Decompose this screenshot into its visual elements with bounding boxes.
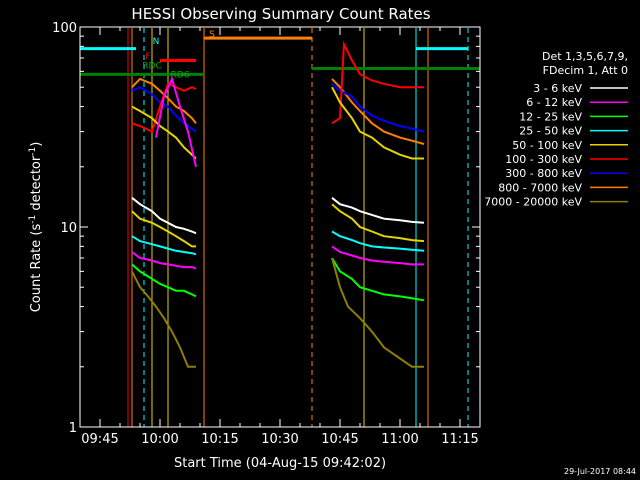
annotation: F bbox=[145, 52, 150, 62]
y-tick-label: 10 bbox=[60, 221, 77, 236]
series-line bbox=[131, 210, 196, 248]
legend-label: 12 - 25 keV bbox=[519, 110, 582, 123]
series-line bbox=[131, 105, 197, 160]
series-line bbox=[131, 197, 197, 235]
legend-label: 100 - 300 keV bbox=[505, 153, 582, 166]
legend-label: 50 - 100 keV bbox=[512, 139, 582, 152]
series-line bbox=[131, 263, 197, 298]
x-tick-label: 10:30 bbox=[261, 432, 298, 447]
legend: Det 1,3,5,6,7,9,FDecim 1, Att 0 3 - 6 keV… bbox=[484, 50, 628, 209]
y-axis-label-sup: -1 bbox=[28, 215, 38, 224]
footer-timestamp: 29-Jul-2017 08:44 bbox=[564, 467, 636, 476]
x-tick-label: 11:00 bbox=[381, 432, 418, 447]
series-line bbox=[331, 40, 424, 125]
y-axis-label-sup2: -1 bbox=[28, 147, 38, 156]
legend-label: 800 - 7000 keV bbox=[498, 181, 582, 194]
legend-header: FDecim 1, Att 0 bbox=[543, 64, 628, 77]
y-axis-label-main: Count Rate (s bbox=[29, 224, 44, 313]
series-line bbox=[155, 76, 197, 168]
series-line bbox=[331, 230, 425, 252]
series-line bbox=[331, 257, 424, 368]
y-axis-label: Count Rate (s-1 detector-1) bbox=[28, 142, 44, 313]
legend-label: 3 - 6 keV bbox=[533, 82, 582, 95]
y-axis-label-end: ) bbox=[29, 142, 44, 147]
x-tick-label: 10:45 bbox=[321, 432, 358, 447]
series-line bbox=[131, 270, 196, 368]
chart-title: HESSI Observing Summary Count Rates bbox=[131, 5, 430, 23]
y-axis-label-tail: detector bbox=[29, 155, 44, 215]
series-line bbox=[331, 83, 425, 133]
series-line bbox=[331, 203, 425, 243]
series-line bbox=[331, 86, 424, 160]
series-line bbox=[131, 235, 197, 256]
series-line bbox=[331, 257, 425, 302]
series-line bbox=[131, 251, 197, 270]
legend-label: 6 - 12 keV bbox=[526, 96, 582, 109]
annotation: RDC bbox=[142, 62, 161, 72]
annotation: N bbox=[153, 37, 160, 47]
x-tick-label: 09:45 bbox=[81, 432, 118, 447]
legend-label: 7000 - 20000 keV bbox=[484, 196, 582, 209]
y-tick-label: 100 bbox=[52, 21, 77, 36]
x-tick-label: 10:00 bbox=[141, 432, 178, 447]
x-tick-label: 10:15 bbox=[201, 432, 238, 447]
series-line bbox=[331, 245, 424, 266]
series-line bbox=[131, 82, 197, 133]
legend-label: 25 - 50 keV bbox=[519, 125, 582, 138]
x-tick-label: 11:15 bbox=[441, 432, 478, 447]
x-axis-label: Start Time (04-Aug-15 09:42:02) bbox=[174, 456, 386, 471]
legend-label: 300 - 800 keV bbox=[505, 167, 582, 180]
series-line bbox=[331, 197, 425, 224]
series-line bbox=[131, 86, 197, 133]
annotation: RD6 bbox=[171, 70, 190, 80]
y-tick-label: 1 bbox=[69, 421, 77, 436]
legend-header: Det 1,3,5,6,7,9, bbox=[542, 50, 628, 63]
series-line bbox=[131, 77, 197, 124]
annotation: S bbox=[209, 30, 215, 40]
